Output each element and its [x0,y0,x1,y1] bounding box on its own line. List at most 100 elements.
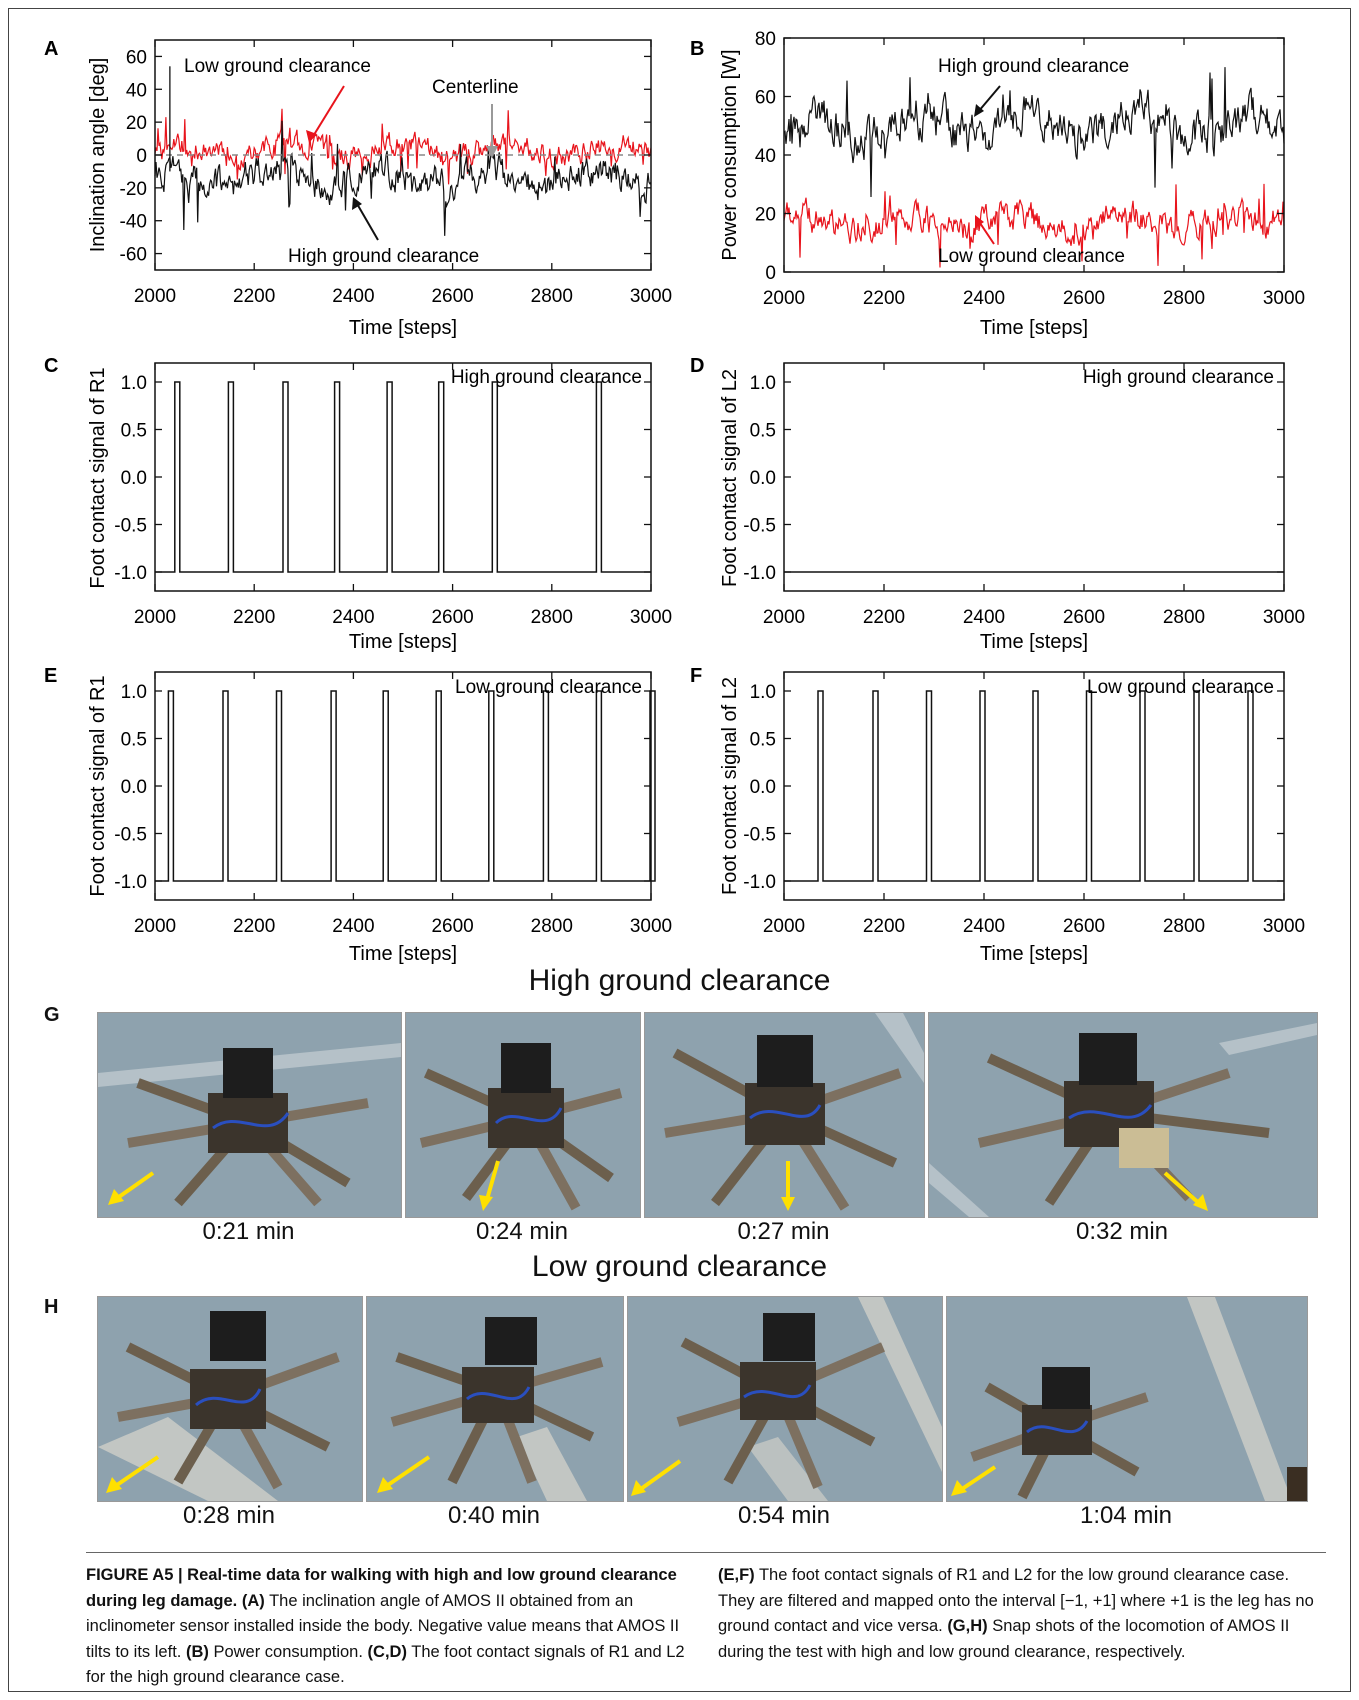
panel-a-series-line [154,120,652,236]
panel-e-ytick-label: -1.0 [114,872,147,893]
panel-a-xtick-label: 2600 [431,286,473,307]
panel-b-ytick-label: 20 [755,205,776,226]
panel-c-ytick-label: 1.0 [121,373,147,394]
panel-d-xtick-label: 2800 [1163,607,1205,628]
panel-c-label: High ground clearance [451,367,642,388]
panel-a-data [154,66,652,236]
panel-f-ytick-label: -0.5 [743,825,776,846]
panel-a-yticks: 60 40 20 0 -20 -40 -60 [120,47,651,266]
panel-f-yticks: 1.0 0.5 0.0 -0.5 -1.0 [743,682,1284,893]
photo-g-4 [928,1012,1318,1218]
photo-g-2 [405,1012,641,1218]
panel-a-xticks: 2000 2200 2400 2600 2800 3000 [134,40,672,307]
caption-rule [86,1552,1326,1553]
panel-d-xtick-label: 2000 [763,607,805,628]
panel-b-ytick-label: 0 [765,263,776,284]
figure-frame [8,8,1351,1692]
panel-a-letter: A [44,38,58,60]
panel-c-xtick-label: 2000 [134,607,176,628]
caption-heading: FIGURE A5 | Real-time data for walking w… [86,1566,677,1610]
panel-a-ytick-label: 40 [126,80,147,101]
panel-c-data [155,381,651,573]
panel-b-xticks: 2000 2200 2400 2600 2800 3000 [763,38,1305,309]
panel-c-xlabel: Time [steps] [349,631,457,653]
panel-b-ytick-label: 80 [755,29,776,50]
panel-c-xticks: 2000 2200 2400 2600 2800 3000 [134,363,672,628]
panel-e-xtick-label: 2000 [134,916,176,937]
panel-b-xtick-label: 3000 [1263,288,1305,309]
panel-e-ytick-label: 1.0 [121,682,147,703]
time-h-1: 0:28 min [182,1502,276,1529]
panel-f-ylabel: Foot contact signal of L2 [719,677,741,895]
caption-a-text: The inclination angle of AMOS II obtaine… [86,1591,680,1661]
panel-e-axes [154,671,652,901]
panel-f-axes [783,671,1285,901]
panel-b-ylabel: Power consumption [W] [719,49,741,260]
panel-c-signal-line [155,381,651,573]
panel-f-signal-line [784,690,1284,882]
panel-a-arrowhead-center [486,146,498,158]
panel-e-xtick-label: 2400 [332,916,374,937]
panel-c-ytick-label: 0.5 [121,421,147,442]
panel-a-arrowhead-low [306,130,317,143]
time-g-2: 0:24 min [475,1218,569,1245]
panel-d-letter: D [690,355,704,377]
caption-right: (E,F) The foot contact signals of R1 and… [718,1563,1328,1665]
panel-a-ytick-label: -40 [120,212,147,233]
panel-e-ytick-label: 0.0 [121,777,147,798]
panel-c-xtick-label: 3000 [630,607,672,628]
panel-f-xtick-label: 2800 [1163,916,1205,937]
panel-b-letter: B [690,38,704,60]
panel-f-ytick-label: 1.0 [750,682,776,703]
photo-g-1 [97,1012,402,1218]
panel-f-xticks: 2000 2200 2400 2600 2800 3000 [763,672,1305,937]
panel-f-xlabel: Time [steps] [980,943,1088,965]
section-title-low: Low ground clearance [531,1250,828,1283]
panel-f-ytick-label: 0.5 [750,730,776,751]
panel-a-xtick-label: 2000 [134,286,176,307]
section-title-high: High ground clearance [528,964,831,997]
panel-c-ylabel: Foot contact signal of R1 [87,367,109,588]
panel-a: A 60 40 20 0 -20 -40 -60 2000 2200 2400 2600 2800 3… [44,38,672,339]
panel-a-ytick-label: 0 [136,146,147,167]
caption-b-tag: (B) [185,1642,209,1661]
panel-e-letter: E [44,665,57,687]
panel-a-annot-high: High ground clearance [288,246,479,267]
panel-c-xtick-label: 2600 [431,607,473,628]
panel-a-ytick-label: 20 [126,113,147,134]
panel-c-letter: C [44,355,58,377]
panel-b-xtick-label: 2400 [963,288,1005,309]
photo-h-3 [627,1296,943,1502]
panel-c-ytick-label: -0.5 [114,516,147,537]
panel-f-ytick-label: -1.0 [743,872,776,893]
panel-a-annot-center: Centerline [432,77,519,98]
panel-e-data [155,690,656,882]
panel-e-ytick-label: -0.5 [114,825,147,846]
panel-d-xtick-label: 2200 [863,607,905,628]
photo-h-1 [97,1296,363,1502]
panel-c-yticks: 1.0 0.5 0.0 -0.5 -1.0 [114,373,651,584]
panel-d-ytick-label: 0.0 [750,468,776,489]
panel-e-ylabel: Foot contact signal of R1 [87,675,109,896]
panel-a-ytick-label: -60 [120,245,147,266]
time-g-4: 0:32 min [1075,1218,1169,1245]
panel-b-series-line [783,67,1285,198]
panel-e-yticks: 1.0 0.5 0.0 -0.5 -1.0 [114,682,651,893]
panel-c-xtick-label: 2800 [531,607,573,628]
caption-cd-text: The foot contact signals of R1 and L2 fo… [86,1642,685,1687]
panel-e-xtick-label: 2600 [431,916,473,937]
panel-d-ytick-label: 0.5 [750,421,776,442]
panel-a-xtick-label: 2400 [332,286,374,307]
panel-b-xtick-label: 2600 [1063,288,1105,309]
panel-a-xlabel: Time [steps] [349,317,457,339]
panel-f-ytick-label: 0.0 [750,777,776,798]
panel-d: D 1.0 0.5 0.0 -0.5 -1.0 2000 2200 2400 2600 2800… [690,355,1305,653]
panel-f-xtick-label: 3000 [1263,916,1305,937]
caption-b-text: Power consumption. [213,1642,363,1661]
panel-a-xtick-label: 2800 [531,286,573,307]
panel-b-arrowhead-high [974,104,984,117]
caption-gh-text: Snap shots of the locomotion of AMOS II … [718,1617,1290,1661]
panel-d-ytick-label: 1.0 [750,373,776,394]
panel-e-xtick-label: 3000 [630,916,672,937]
photo-h-4 [946,1296,1308,1502]
